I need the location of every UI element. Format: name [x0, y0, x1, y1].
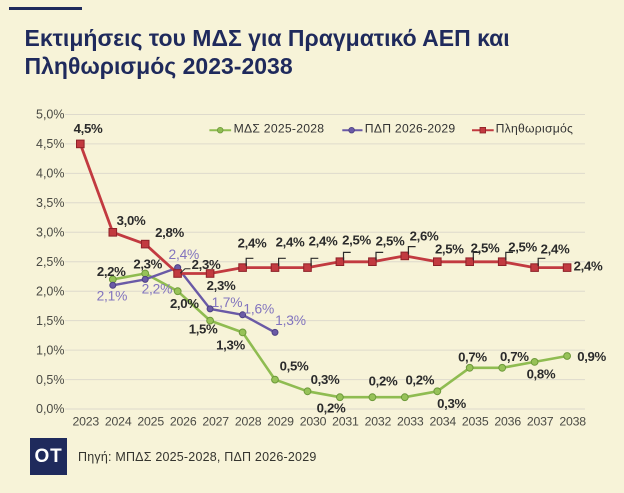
svg-text:2,8%: 2,8%: [155, 225, 184, 240]
svg-text:0,0%: 0,0%: [36, 402, 65, 416]
svg-text:2,3%: 2,3%: [207, 278, 236, 293]
svg-text:2,4%: 2,4%: [309, 234, 338, 249]
svg-text:0,5%: 0,5%: [36, 373, 65, 387]
svg-text:3,0%: 3,0%: [117, 213, 146, 228]
svg-text:0,2%: 0,2%: [317, 401, 346, 416]
svg-text:2,4%: 2,4%: [168, 247, 199, 262]
svg-text:2,1%: 2,1%: [97, 289, 128, 304]
svg-text:2027: 2027: [202, 415, 229, 429]
svg-text:2,4%: 2,4%: [276, 235, 305, 250]
svg-text:1,6%: 1,6%: [243, 301, 274, 316]
svg-text:2031: 2031: [332, 415, 359, 429]
svg-text:0,8%: 0,8%: [527, 367, 556, 382]
svg-text:2029: 2029: [267, 415, 294, 429]
svg-text:ΠΔΠ 2026-2029: ΠΔΠ 2026-2029: [365, 122, 456, 136]
svg-text:4,0%: 4,0%: [36, 167, 65, 181]
svg-text:2028: 2028: [235, 415, 262, 429]
svg-text:2,0%: 2,0%: [170, 296, 199, 311]
svg-text:0,7%: 0,7%: [458, 349, 487, 364]
svg-text:2030: 2030: [300, 415, 327, 429]
svg-text:2,2%: 2,2%: [142, 282, 173, 297]
svg-text:Πληθωρισμός: Πληθωρισμός: [496, 122, 574, 136]
svg-text:1,7%: 1,7%: [212, 295, 243, 310]
svg-text:2,3%: 2,3%: [192, 257, 221, 272]
svg-text:0,9%: 0,9%: [577, 349, 606, 364]
svg-text:2034: 2034: [430, 415, 457, 429]
svg-text:5,0%: 5,0%: [36, 108, 65, 122]
svg-text:2035: 2035: [462, 415, 489, 429]
svg-text:1,5%: 1,5%: [189, 322, 218, 337]
svg-text:2,5%: 2,5%: [471, 241, 500, 256]
svg-text:2,5%: 2,5%: [508, 240, 537, 255]
svg-text:1,5%: 1,5%: [36, 314, 65, 328]
svg-text:4,5%: 4,5%: [74, 121, 103, 136]
svg-text:2,4%: 2,4%: [574, 259, 603, 274]
svg-text:2026: 2026: [170, 415, 197, 429]
svg-text:2024: 2024: [105, 415, 132, 429]
svg-text:2025: 2025: [137, 415, 164, 429]
svg-text:3,5%: 3,5%: [36, 196, 65, 210]
svg-text:2,0%: 2,0%: [36, 284, 65, 298]
svg-text:2,4%: 2,4%: [541, 242, 570, 257]
svg-text:2,2%: 2,2%: [97, 264, 126, 279]
svg-text:2033: 2033: [397, 415, 424, 429]
svg-text:2038: 2038: [559, 415, 586, 429]
svg-text:2,6%: 2,6%: [410, 229, 439, 244]
svg-text:2032: 2032: [365, 415, 392, 429]
svg-text:2037: 2037: [527, 415, 554, 429]
svg-text:ΜΔΣ 2025-2028: ΜΔΣ 2025-2028: [234, 122, 325, 136]
svg-text:0,2%: 0,2%: [369, 374, 398, 389]
svg-text:2,5%: 2,5%: [435, 241, 464, 256]
svg-text:2,5%: 2,5%: [36, 255, 65, 269]
svg-text:1,3%: 1,3%: [275, 313, 306, 328]
svg-text:4,5%: 4,5%: [36, 137, 65, 151]
svg-text:2036: 2036: [494, 415, 521, 429]
svg-text:1,3%: 1,3%: [216, 338, 245, 353]
svg-text:0,3%: 0,3%: [437, 396, 466, 411]
svg-text:2023: 2023: [73, 415, 100, 429]
svg-text:3,0%: 3,0%: [36, 226, 65, 240]
svg-text:2,4%: 2,4%: [238, 236, 267, 251]
svg-text:0,7%: 0,7%: [500, 349, 529, 364]
svg-text:0,5%: 0,5%: [280, 359, 309, 374]
svg-text:2,5%: 2,5%: [342, 233, 371, 248]
svg-text:0,3%: 0,3%: [311, 372, 340, 387]
svg-text:2,3%: 2,3%: [133, 256, 162, 271]
svg-text:2,5%: 2,5%: [376, 234, 405, 249]
svg-text:1,0%: 1,0%: [36, 343, 65, 357]
svg-text:0,2%: 0,2%: [405, 373, 434, 388]
